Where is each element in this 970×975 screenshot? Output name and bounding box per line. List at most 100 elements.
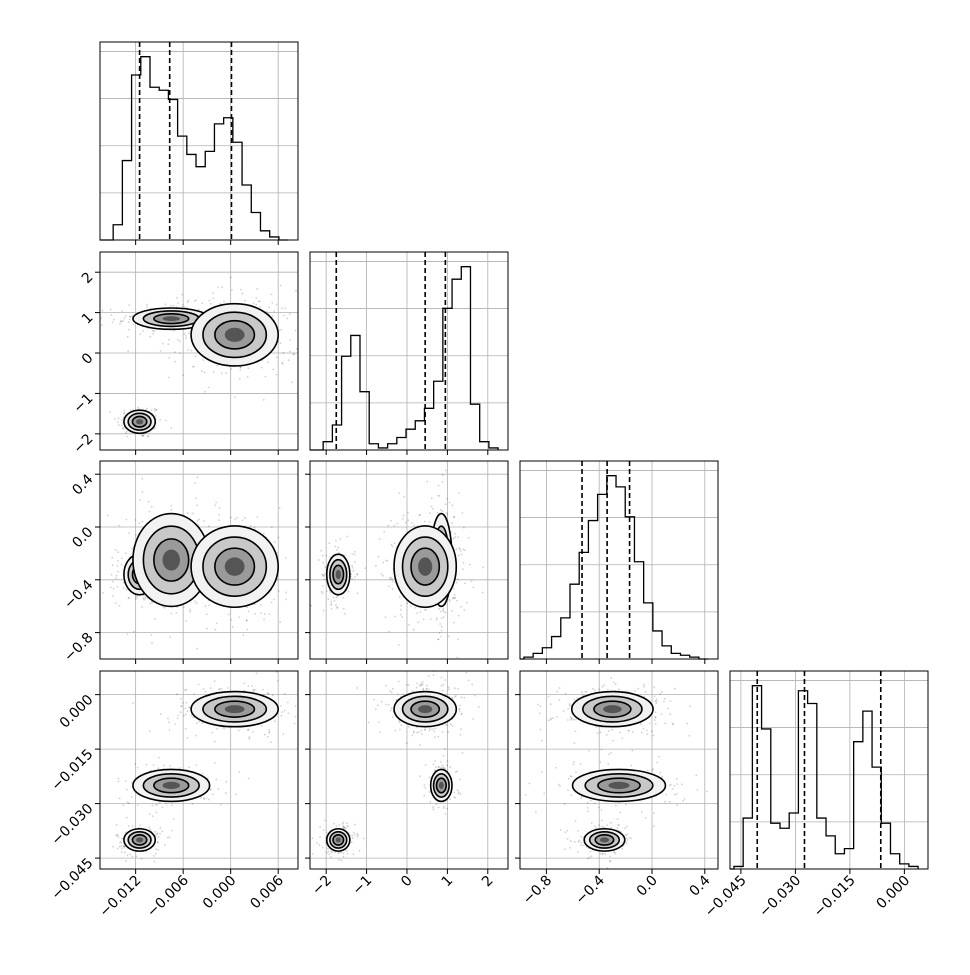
scatter-point-3-1 bbox=[459, 793, 462, 795]
scatter-point-3-2 bbox=[658, 755, 660, 758]
scatter-point-3-2 bbox=[655, 702, 658, 705]
scatter-point-3-2 bbox=[576, 850, 579, 853]
scatter-point-3-1 bbox=[461, 752, 464, 754]
scatter-point-2-0 bbox=[246, 619, 248, 622]
scatter-point-2-0 bbox=[279, 621, 281, 623]
scatter-point-3-0 bbox=[181, 702, 184, 704]
scatter-point-2-1 bbox=[342, 607, 345, 610]
scatter-point-3-1 bbox=[389, 709, 392, 712]
scatter-point-1-0 bbox=[153, 330, 156, 333]
scatter-point-3-2 bbox=[674, 687, 676, 690]
scatter-point-3-1 bbox=[421, 733, 423, 736]
scatter-point-2-0 bbox=[186, 512, 189, 515]
panel-3-3 bbox=[729, 670, 929, 874]
scatter-point-2-1 bbox=[481, 591, 484, 594]
scatter-point-3-1 bbox=[392, 716, 394, 718]
x-tick-label-1: 2 bbox=[479, 873, 497, 891]
scatter-point-1-0 bbox=[123, 413, 125, 415]
scatter-point-2-1 bbox=[448, 600, 451, 603]
scatter-point-2-1 bbox=[453, 597, 456, 599]
scatter-point-2-1 bbox=[439, 635, 442, 638]
panel-2-2-frame bbox=[519, 460, 719, 660]
scatter-point-3-2 bbox=[587, 810, 589, 813]
scatter-point-3-1 bbox=[446, 760, 449, 763]
scatter-point-2-0 bbox=[246, 628, 249, 631]
scatter-point-3-0 bbox=[294, 715, 297, 718]
scatter-point-1-0 bbox=[286, 317, 289, 320]
scatter-point-1-0 bbox=[142, 330, 145, 332]
scatter-point-3-0 bbox=[166, 836, 169, 839]
scatter-point-3-0 bbox=[261, 725, 263, 727]
scatter-point-3-2 bbox=[623, 827, 626, 830]
scatter-point-3-2 bbox=[586, 807, 589, 809]
contour-1-0-0-3 bbox=[136, 419, 144, 425]
scatter-point-3-1 bbox=[340, 859, 343, 862]
scatter-point-2-0 bbox=[151, 602, 153, 604]
scatter-point-1-0 bbox=[122, 427, 124, 430]
scatter-point-3-2 bbox=[569, 775, 572, 777]
scatter-point-3-1 bbox=[420, 684, 423, 687]
scatter-point-2-0 bbox=[144, 597, 147, 600]
scatter-point-1-0 bbox=[147, 435, 149, 438]
scatter-point-2-1 bbox=[459, 548, 461, 550]
scatter-point-3-0 bbox=[287, 712, 290, 715]
scatter-point-3-2 bbox=[663, 697, 666, 700]
scatter-point-3-0 bbox=[209, 788, 212, 791]
scatter-point-2-1 bbox=[400, 604, 403, 607]
scatter-point-2-0 bbox=[214, 504, 217, 507]
scatter-point-3-1 bbox=[389, 690, 392, 692]
scatter-point-3-2 bbox=[664, 722, 667, 725]
scatter-point-2-1 bbox=[451, 609, 454, 612]
scatter-point-1-0 bbox=[288, 312, 291, 315]
scatter-point-1-0 bbox=[217, 286, 220, 289]
scatter-point-2-0 bbox=[120, 563, 123, 566]
scatter-point-2-1 bbox=[440, 625, 443, 628]
scatter-point-3-0 bbox=[238, 771, 241, 773]
scatter-point-1-0 bbox=[275, 303, 278, 306]
scatter-point-1-0 bbox=[259, 300, 261, 303]
scatter-point-2-1 bbox=[402, 518, 404, 520]
scatter-point-3-0 bbox=[255, 672, 258, 675]
scatter-point-2-0 bbox=[218, 507, 221, 509]
scatter-point-3-0 bbox=[191, 803, 194, 805]
scatter-point-2-0 bbox=[260, 612, 262, 614]
scatter-point-2-1 bbox=[448, 598, 451, 601]
scatter-point-3-1 bbox=[442, 767, 445, 770]
scatter-point-2-1 bbox=[438, 608, 441, 610]
scatter-point-3-0 bbox=[276, 680, 279, 682]
scatter-point-2-0 bbox=[135, 534, 138, 536]
scatter-point-2-1 bbox=[442, 607, 445, 610]
contour-1-0-1-3 bbox=[162, 316, 180, 322]
scatter-point-2-0 bbox=[194, 482, 197, 485]
scatter-point-2-0 bbox=[260, 604, 262, 606]
scatter-point-3-1 bbox=[421, 683, 424, 686]
scatter-point-3-2 bbox=[652, 825, 655, 828]
scatter-point-2-0 bbox=[136, 597, 139, 599]
scatter-point-3-2 bbox=[614, 683, 617, 685]
scatter-point-3-0 bbox=[122, 845, 125, 848]
scatter-point-2-1 bbox=[356, 572, 359, 575]
scatter-point-2-1 bbox=[454, 532, 457, 535]
scatter-point-2-1 bbox=[353, 561, 356, 563]
x-tick-label-3: 0.000 bbox=[874, 873, 914, 913]
scatter-point-2-1 bbox=[462, 548, 465, 551]
scatter-point-1-0 bbox=[270, 293, 273, 296]
scatter-point-3-1 bbox=[440, 766, 443, 769]
scatter-point-1-0 bbox=[155, 408, 158, 411]
scatter-point-3-0 bbox=[154, 852, 157, 855]
scatter-point-3-0 bbox=[116, 833, 118, 836]
scatter-point-3-2 bbox=[696, 789, 699, 791]
scatter-point-3-2 bbox=[676, 783, 679, 785]
scatter-point-3-0 bbox=[159, 827, 162, 830]
scatter-point-3-1 bbox=[330, 856, 332, 858]
scatter-point-3-2 bbox=[596, 732, 599, 735]
scatter-point-3-0 bbox=[193, 693, 196, 696]
scatter-point-3-0 bbox=[161, 806, 164, 809]
scatter-point-3-0 bbox=[184, 727, 187, 730]
contour-3-1-0-3 bbox=[335, 837, 341, 843]
scatter-point-2-0 bbox=[138, 522, 141, 525]
contour-3-2-2-3 bbox=[603, 705, 622, 714]
scatter-point-2-0 bbox=[198, 518, 201, 521]
scatter-point-2-1 bbox=[437, 638, 440, 641]
scatter-point-2-1 bbox=[438, 495, 441, 497]
